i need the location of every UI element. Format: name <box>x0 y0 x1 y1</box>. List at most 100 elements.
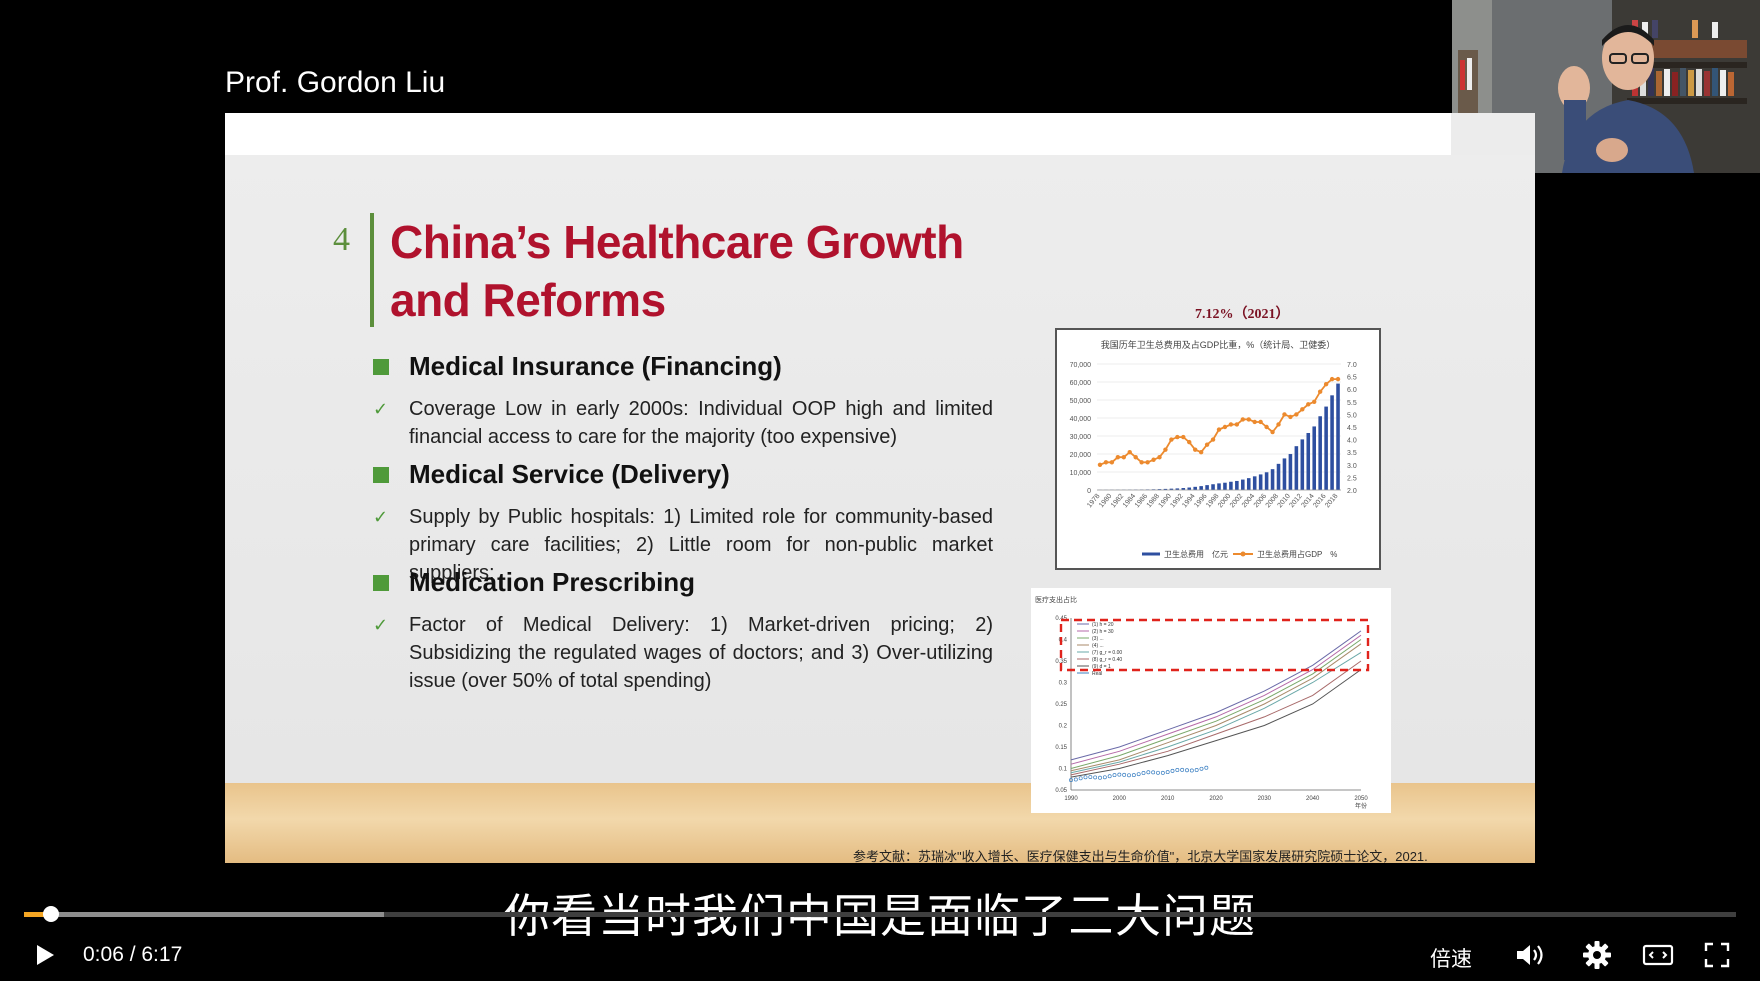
y2-tick-label: 2.5 <box>1347 475 1357 482</box>
y2-tick-label: 4.0 <box>1347 438 1357 445</box>
real-data-point <box>1160 770 1165 775</box>
line-point <box>1335 376 1341 382</box>
series-line <box>1070 669 1362 778</box>
line-point <box>1121 455 1126 460</box>
series-line <box>1070 651 1362 774</box>
x-tick-label: 2040 <box>1306 796 1320 802</box>
x-tick-label: 2018 <box>1324 493 1339 510</box>
line-point <box>1187 439 1192 445</box>
x-tick-label: 2020 <box>1209 796 1223 802</box>
presenter-webcam-image <box>1452 0 1760 173</box>
fullscreen-button[interactable] <box>1700 935 1734 975</box>
real-data-point <box>1204 765 1209 770</box>
playback-speed-button[interactable]: 倍速 <box>1430 948 1472 971</box>
bar <box>1199 486 1203 490</box>
real-data-point <box>1199 766 1204 771</box>
bar <box>1270 469 1275 490</box>
legend-label: (2) h = 30 <box>1092 629 1114 635</box>
y-tick-label: 0.15 <box>1055 745 1067 751</box>
progress-knob[interactable] <box>43 906 60 922</box>
presentation-slide[interactable]: 4 China’s Healthcare Growth and Reforms … <box>225 113 1535 863</box>
real-data-point <box>1073 777 1078 782</box>
webcam-video[interactable] <box>1452 0 1760 173</box>
y2-tick-label: 3.0 <box>1347 463 1357 470</box>
bar <box>1211 484 1215 490</box>
real-data-point <box>1102 775 1107 780</box>
check-icon: ✓ <box>373 615 389 635</box>
x-tick-label: 2030 <box>1258 796 1272 802</box>
line-point <box>1228 422 1234 427</box>
real-data-point <box>1117 772 1122 777</box>
bar <box>1175 488 1180 490</box>
line-point <box>1276 422 1281 427</box>
section-insurance: Medical Insurance (Financing) ✓ Coverage… <box>373 351 993 451</box>
progress-bar[interactable] <box>24 906 1736 922</box>
line-point <box>1288 414 1293 420</box>
series-line <box>1070 643 1362 772</box>
y-tick-label: 0.05 <box>1055 788 1067 794</box>
bar <box>1306 432 1311 490</box>
legend-label: 卫生总费用占GDP % <box>1257 549 1337 559</box>
check-icon: ✓ <box>373 399 389 419</box>
settings-button[interactable] <box>1580 935 1614 975</box>
bar <box>1157 489 1162 490</box>
bar <box>1282 458 1287 490</box>
real-data-point <box>1131 773 1136 778</box>
y2-tick-label: 3.5 <box>1347 450 1357 457</box>
line-point <box>1234 422 1240 427</box>
line-point <box>1097 462 1103 467</box>
line-point <box>1175 434 1180 440</box>
line-point <box>1270 429 1275 435</box>
y-tick-label: 0.35 <box>1055 659 1067 665</box>
line-point <box>1300 407 1305 412</box>
section-prescribing: Medication Prescribing ✓ Factor of Medic… <box>373 567 993 695</box>
y-tick-label: 30,000 <box>1070 434 1092 441</box>
play-button[interactable] <box>30 935 60 975</box>
line-point <box>1109 460 1115 465</box>
real-data-point <box>1189 768 1194 773</box>
real-data-point <box>1127 773 1131 778</box>
real-data-point <box>1093 775 1098 780</box>
square-bullet-icon <box>373 575 389 591</box>
line-point <box>1115 455 1121 460</box>
real-data-point <box>1098 775 1102 780</box>
y2-tick-label: 5.5 <box>1347 400 1357 407</box>
line-point <box>1294 412 1299 417</box>
progress-played <box>24 912 52 917</box>
bar <box>1318 416 1322 490</box>
section-heading: Medical Service (Delivery) <box>409 459 730 489</box>
legend-label: 卫生总费用 亿元 <box>1164 549 1228 559</box>
player-controls: 0:06 / 6:17 倍速 <box>0 935 1760 981</box>
real-data-point <box>1136 772 1141 777</box>
volume-button[interactable] <box>1514 935 1548 975</box>
bar <box>1330 395 1334 490</box>
real-data-point <box>1156 770 1160 775</box>
line-point <box>1151 457 1156 462</box>
play-icon <box>37 945 54 965</box>
line-point <box>1181 434 1186 440</box>
fullscreen-icon <box>1704 942 1730 968</box>
medical-share-projection-chart-svg: 医疗支出占比0.050.10.150.20.250.30.350.40.4519… <box>1035 595 1370 810</box>
line-point <box>1163 447 1168 452</box>
theater-mode-button[interactable] <box>1640 935 1676 975</box>
line-point <box>1157 455 1162 460</box>
y-tick-label: 20,000 <box>1070 452 1092 459</box>
real-data-point <box>1165 770 1170 775</box>
slide-number: 4 <box>333 221 350 258</box>
health-expenditure-chart: 我国历年卫生总费用及占GDP比重，%（统计局、卫健委） 0 10,000 20,000… <box>1055 328 1381 570</box>
line-point <box>1252 419 1257 425</box>
y2-tick-label: 5.0 <box>1347 412 1357 419</box>
y-tick-label: 0.25 <box>1055 702 1067 708</box>
medical-share-projection-chart: 医疗支出占比 0.05 0.1 0.15 0.2 0.25 0.3 0.35 0.4 0.45 19… <box>1031 588 1391 813</box>
square-bullet-icon <box>373 467 389 483</box>
bar <box>1169 488 1174 490</box>
line-point <box>1306 402 1311 407</box>
theater-mode-icon <box>1642 944 1674 966</box>
legend-label: (4) ... <box>1092 643 1104 649</box>
line-point <box>1127 450 1132 455</box>
line-point <box>1139 460 1144 465</box>
series-line <box>1070 660 1362 776</box>
line-point <box>1329 376 1335 382</box>
bar <box>1294 446 1299 490</box>
real-data-point <box>1122 772 1127 777</box>
